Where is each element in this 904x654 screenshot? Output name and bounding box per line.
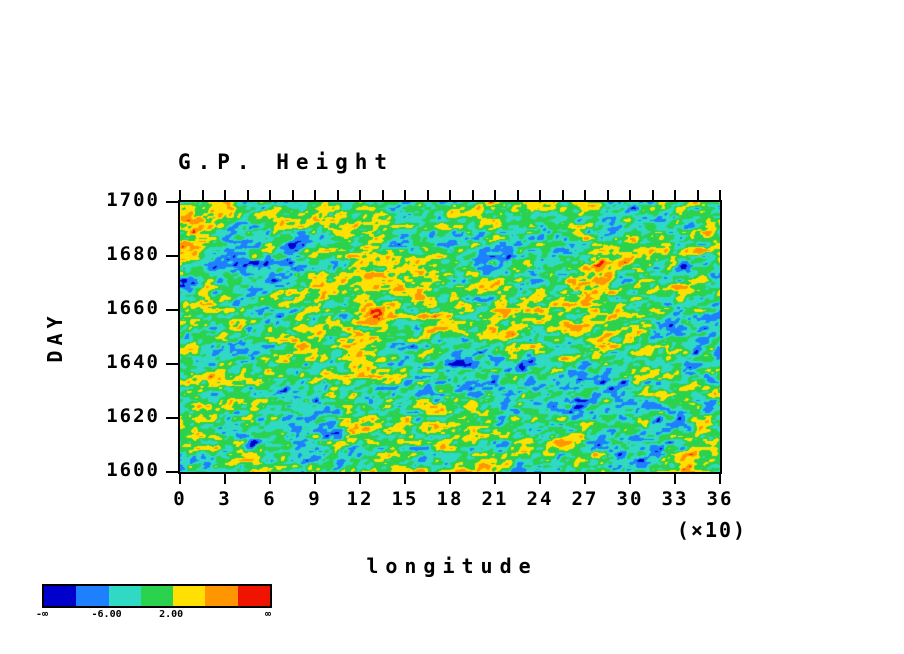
colorbar-swatch [173, 586, 206, 606]
x-top-tick [516, 190, 519, 200]
x-top-tick [561, 190, 564, 200]
x-tick-label: 6 [263, 488, 277, 510]
x-top-tick [539, 190, 541, 200]
x-top-tick [336, 190, 339, 200]
x-top-tick [471, 190, 474, 200]
x-top-tick [201, 190, 204, 200]
x-top-tick [291, 190, 294, 200]
x-tick-label: 30 [616, 488, 644, 510]
colorbar-tick-label: -∞ [35, 609, 49, 620]
y-axis-label: DAY [43, 311, 67, 363]
colorbar-tick-label: 2.00 [159, 609, 184, 620]
x-tick-label: 0 [173, 488, 187, 510]
y-tick-label: 1600 [106, 459, 160, 481]
y-tick-label: 1620 [106, 405, 160, 427]
x-top-tick [246, 190, 249, 200]
x-tick-label: 21 [481, 488, 509, 510]
colorbar-swatch [108, 586, 141, 606]
x-top-tick [449, 190, 451, 200]
x-top-tick [719, 190, 721, 200]
x-tick-label: 33 [661, 488, 689, 510]
colorbar-swatch [205, 586, 238, 606]
x-top-tick [381, 190, 384, 200]
plot-frame [178, 200, 722, 474]
x-axis-multiplier: (×10) [676, 518, 748, 542]
x-top-tick [314, 190, 316, 200]
x-tick-label: 27 [571, 488, 599, 510]
colorbar-swatch [44, 586, 77, 606]
x-tick-label: 12 [346, 488, 374, 510]
y-tick-label: 1680 [106, 243, 160, 265]
x-top-tick [494, 190, 496, 200]
x-tick-label: 36 [706, 488, 734, 510]
x-top-tick [269, 190, 271, 200]
x-tick-label: 3 [218, 488, 232, 510]
colorbar [42, 584, 272, 608]
x-top-tick [606, 190, 609, 200]
x-top-tick [674, 190, 676, 200]
x-tick-label: 15 [391, 488, 419, 510]
x-axis-label: longitude [366, 554, 538, 578]
x-top-tick [651, 190, 654, 200]
y-tick-label: 1700 [106, 189, 160, 211]
chart-title: G.P. Height [178, 150, 395, 174]
colorbar-tick-label: -6.00 [91, 609, 122, 620]
heatmap-canvas [180, 202, 720, 472]
x-tick-label: 9 [308, 488, 322, 510]
x-top-tick [629, 190, 631, 200]
x-tick-label: 18 [436, 488, 464, 510]
x-top-tick [696, 190, 699, 200]
x-top-tick [404, 190, 406, 200]
colorbar-swatch [76, 586, 109, 606]
x-top-tick [584, 190, 586, 200]
x-top-tick [224, 190, 226, 200]
x-top-tick [359, 190, 361, 200]
y-tick-label: 1640 [106, 351, 160, 373]
y-tick-label: 1660 [106, 297, 160, 319]
colorbar-tick-label: ∞ [264, 609, 272, 620]
x-top-tick [426, 190, 429, 200]
colorbar-swatch [140, 586, 174, 606]
x-tick-label: 24 [526, 488, 554, 510]
x-top-tick [179, 190, 181, 200]
colorbar-swatch [237, 586, 270, 606]
